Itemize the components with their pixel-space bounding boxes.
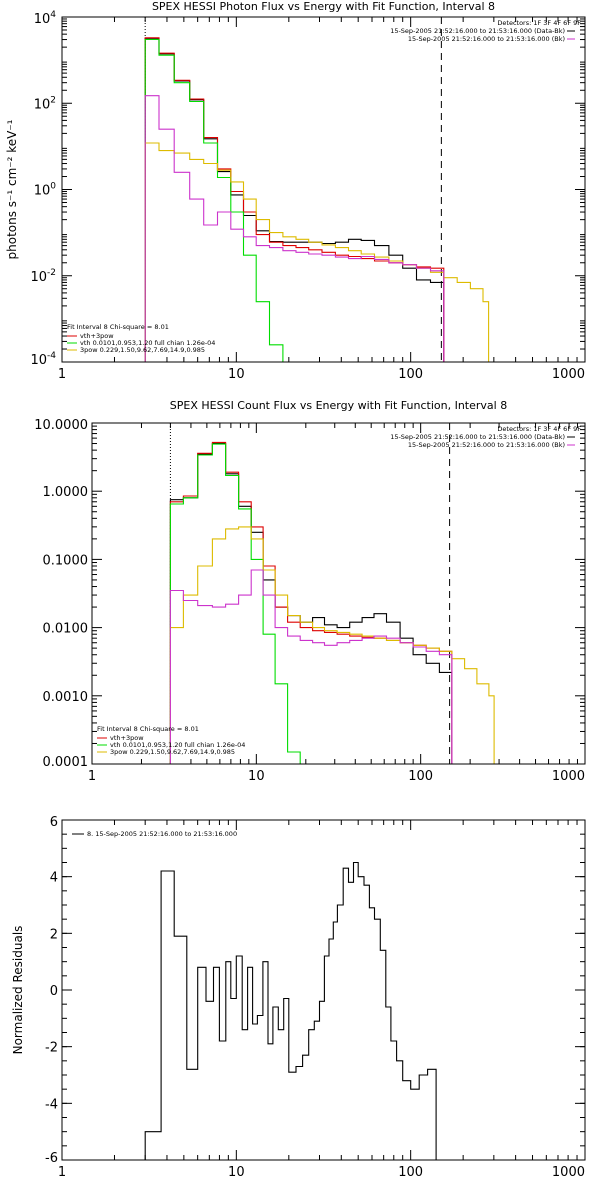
chart-title: SPEX HESSI Count Flux vs Energy with Fit…	[170, 399, 507, 412]
y-tick-label: 104	[34, 10, 57, 27]
y-axis-ticks: 0.0001 0.0010 0.0100 0.1000 1.0000 10.0000	[34, 418, 585, 770]
legend-entry: vth+3pow	[110, 734, 144, 742]
y-tick-label: 1.0000	[43, 485, 89, 500]
plot-frame	[61, 16, 586, 363]
chart-panel-1: SPEX HESSI Photon Flux vs Energy with Fi…	[5, 0, 586, 382]
series-line-4	[169, 526, 495, 764]
x-tick-label: 100	[408, 769, 433, 784]
y-tick-label: 102	[34, 95, 56, 112]
x-tick-label: 10	[228, 1165, 245, 1180]
legend-entry: 8. 15-Sep-2005 21:52:16.000 to 21:53:16.…	[87, 830, 237, 838]
legend-entry: vth 0.0101,0.953,1.20 full chian 1.26e-0…	[80, 339, 215, 347]
legend-entry: 3pow 0.229,1.50,9.62,7.69,14.9,0.985	[110, 748, 235, 756]
y-tick-label: 10-4	[30, 351, 56, 368]
y-axis-ticks: 10-4 10-2 100 102 104	[30, 10, 585, 368]
x-tick-label: 1	[88, 769, 96, 784]
x-axis-ticks: 1 10 100 1000	[88, 423, 586, 784]
legend-entry: 15-Sep-2005 21:52:16.000 to 21:53:16.000…	[390, 433, 565, 441]
series-line-3	[144, 38, 297, 362]
series-line-3	[169, 443, 314, 764]
series-group	[144, 861, 445, 1160]
series-group	[144, 37, 490, 362]
x-tick-label: 1000	[552, 769, 585, 784]
x-tick-label: 1	[58, 1165, 66, 1180]
legend-top-left: 8. 15-Sep-2005 21:52:16.000 to 21:53:16.…	[72, 830, 237, 838]
x-axis-ticks: 1 10 100 1000	[58, 820, 586, 1180]
series-group	[169, 441, 495, 764]
y-axis-ticks: -6 -4 -2 0 2 4 6	[45, 815, 585, 1166]
y-tick-label: 2	[50, 927, 58, 942]
legend-header: Fit Interval 8 Chi-square = 8.01	[97, 725, 199, 733]
legend-bottom-left: Fit Interval 8 Chi-square = 8.01vth+3pow…	[97, 725, 245, 756]
series-line-1	[144, 37, 445, 362]
y-axis-label: Normalized Residuals	[11, 926, 25, 1055]
chart-panel-2: SPEX HESSI Count Flux vs Energy with Fit…	[34, 399, 586, 784]
x-tick-label: 100	[398, 367, 423, 382]
y-tick-label: 4	[50, 871, 58, 886]
chart-panel-3: Normalized Residuals 1 10 100 1000 -6 -4 -2 0 2 4 6…	[11, 815, 586, 1180]
series-line-1	[169, 442, 453, 764]
y-tick-label: 0.0100	[43, 622, 89, 637]
y-tick-label: 0	[50, 984, 58, 999]
y-tick-label: 10.0000	[34, 418, 88, 433]
legend-entry: 15-Sep-2005 21:52:16.000 to 21:53:16.000…	[408, 35, 565, 43]
x-tick-label: 1000	[552, 367, 585, 382]
x-axis-ticks: 1 10 100 1000	[58, 17, 586, 382]
y-tick-label: 0.0001	[43, 755, 89, 770]
legend-entry: 15-Sep-2005 21:52:16.000 to 21:53:16.000…	[408, 441, 565, 449]
x-tick-label: 10	[248, 769, 265, 784]
y-tick-label: 0.1000	[43, 553, 89, 568]
y-tick-label: -2	[45, 1041, 58, 1056]
legend-entry: vth+3pow	[80, 332, 114, 340]
x-tick-label: 1	[58, 367, 66, 382]
series-line-5	[144, 95, 445, 362]
legend-bottom-left: Fit Interval 8 Chi-square = 8.01vth+3pow…	[67, 323, 215, 354]
legend-entry: 15-Sep-2005 21:52:16.000 to 21:53:16.000…	[390, 27, 565, 35]
x-tick-label: 1000	[552, 1165, 585, 1180]
y-axis-label: photons s⁻¹ cm⁻² keV⁻¹	[5, 119, 19, 259]
plot-frame	[91, 422, 586, 765]
y-tick-label: 100	[34, 182, 57, 199]
y-tick-label: 0.0010	[43, 690, 89, 705]
legend-header: Fit Interval 8 Chi-square = 8.01	[67, 323, 169, 331]
series-line-1	[144, 861, 445, 1160]
series-line-5	[169, 569, 453, 764]
x-tick-label: 10	[228, 367, 245, 382]
chart-title: SPEX HESSI Photon Flux vs Energy with Fi…	[152, 0, 495, 13]
legend-entry: 3pow 0.229,1.50,9.62,7.69,14.9,0.985	[80, 346, 205, 354]
y-tick-label: -4	[45, 1097, 58, 1112]
y-tick-label: 6	[50, 815, 58, 830]
y-tick-label: -6	[45, 1151, 58, 1166]
legend-header: Detectors: 1F 3F 4F 6F 9F	[497, 425, 581, 433]
legend-header: Detectors: 1F 3F 4F 6F 9F	[497, 19, 581, 27]
plot-frame	[61, 819, 586, 1161]
y-tick-label: 10-2	[30, 268, 56, 285]
x-tick-label: 100	[398, 1165, 423, 1180]
legend-entry: vth 0.0101,0.953,1.20 full chian 1.26e-0…	[110, 741, 245, 749]
